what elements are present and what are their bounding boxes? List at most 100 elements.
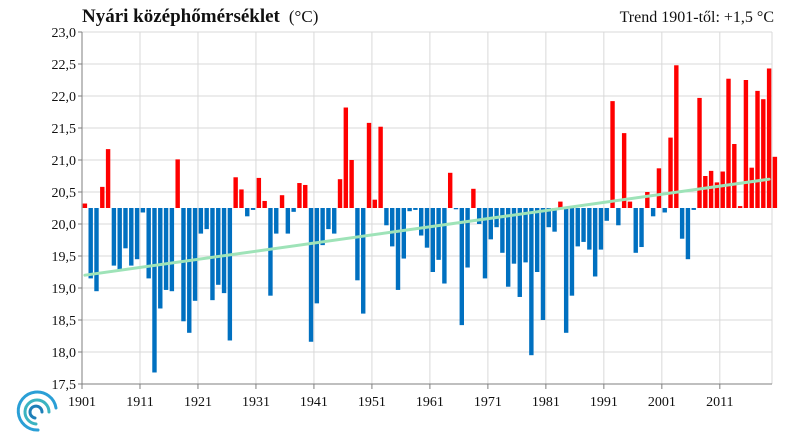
bar-below (123, 208, 128, 249)
bar-below (633, 208, 638, 253)
y-tick-label: 20,0 (52, 218, 77, 233)
bar-below (505, 208, 511, 287)
bar-below (227, 208, 233, 341)
bar-below (430, 208, 436, 272)
bar-above (343, 107, 349, 208)
bar-below (146, 208, 151, 279)
x-tick-label: 1991 (590, 395, 618, 410)
bar-below (407, 208, 412, 212)
bar-below (204, 208, 209, 230)
bar-below (529, 208, 534, 356)
y-tick-label: 20,5 (52, 186, 77, 201)
y-tick-label: 22,5 (52, 58, 77, 73)
bar-below (268, 208, 273, 296)
bar-below (384, 208, 389, 226)
bar-above (372, 199, 378, 208)
bar-above (645, 192, 650, 208)
bar-below (320, 208, 325, 246)
y-tick-label: 18,0 (52, 346, 77, 361)
bar-above (366, 122, 372, 208)
bar-above (262, 200, 267, 208)
y-tick-label: 17,5 (52, 378, 77, 393)
bar-below (291, 208, 296, 212)
bar-below (679, 208, 685, 239)
bar-below (361, 208, 366, 314)
bar-above (674, 65, 679, 208)
bar-below (332, 208, 337, 234)
bar-above (720, 171, 725, 208)
bar-below (355, 208, 360, 281)
bar-below (390, 208, 395, 247)
bar-below (604, 208, 609, 221)
bar-below (210, 208, 215, 301)
x-tick-label: 1901 (68, 395, 96, 410)
x-tick-label: 1911 (126, 395, 153, 410)
bar-below (442, 208, 447, 284)
bar-below (314, 208, 320, 304)
bar-above (755, 90, 760, 208)
bar-below (181, 208, 186, 322)
trend-label: Trend 1901-től: +1,5 °C (620, 9, 774, 26)
bar-below (250, 208, 256, 210)
bar-below (418, 208, 424, 236)
bar-below (152, 208, 157, 373)
bar-below (326, 208, 331, 230)
y-tick-label: 18,5 (52, 314, 77, 329)
y-tick-label: 19,0 (52, 282, 77, 297)
logo-swirl-middle (23, 398, 51, 426)
bar-below (94, 208, 99, 292)
bar-below (581, 208, 586, 242)
bar-above (558, 201, 563, 208)
bar-above (766, 68, 772, 208)
bar-below (216, 208, 221, 285)
bar-above (743, 80, 749, 208)
bar-below (169, 208, 175, 292)
bar-below (500, 208, 505, 253)
bar-above (337, 179, 343, 208)
bar-above (621, 133, 627, 208)
bar-below (459, 208, 464, 326)
bar-above (610, 101, 615, 208)
chart-title: Nyári középhőmérséklet (°C) (82, 6, 318, 27)
x-tick-label: 1931 (242, 395, 270, 410)
bar-below (592, 208, 598, 277)
logo-swirl-outer (16, 390, 58, 432)
bar-below (517, 208, 522, 297)
x-tick-label: 1961 (416, 395, 444, 410)
bar-below (482, 208, 488, 279)
bar-above (772, 156, 778, 208)
bar-below (639, 208, 644, 248)
bar-below (401, 208, 407, 259)
bar-above (471, 188, 476, 208)
x-tick-label: 1971 (474, 395, 502, 410)
bar-above (726, 78, 731, 208)
bar-above (279, 195, 285, 208)
bar-below (221, 208, 227, 294)
bar-below (523, 208, 528, 263)
bar-below (546, 208, 551, 228)
bar-below (192, 208, 198, 301)
bar-below (540, 208, 546, 320)
logo-swirl-inner (28, 404, 44, 420)
x-tick-label: 1981 (532, 395, 560, 410)
bar-below (685, 208, 691, 260)
bar-above (749, 167, 754, 208)
bar-above (297, 183, 302, 208)
y-tick-label: 21,5 (52, 122, 77, 137)
bar-above (656, 168, 662, 208)
bar-above (349, 160, 354, 208)
bar-above (233, 177, 238, 208)
bar-below (187, 208, 192, 333)
trend-line (83, 177, 771, 277)
bar-below (476, 208, 482, 224)
bar-below (308, 208, 314, 342)
y-tick-label: 21,0 (52, 154, 77, 169)
bar-above (303, 184, 308, 208)
bar-above (105, 149, 111, 208)
bar-above (256, 177, 262, 208)
bar-below (616, 208, 621, 226)
axis-layer (78, 31, 772, 389)
y-tick-label: 19,5 (52, 250, 77, 265)
bar-above (714, 182, 720, 208)
grid-layer (81, 31, 773, 385)
